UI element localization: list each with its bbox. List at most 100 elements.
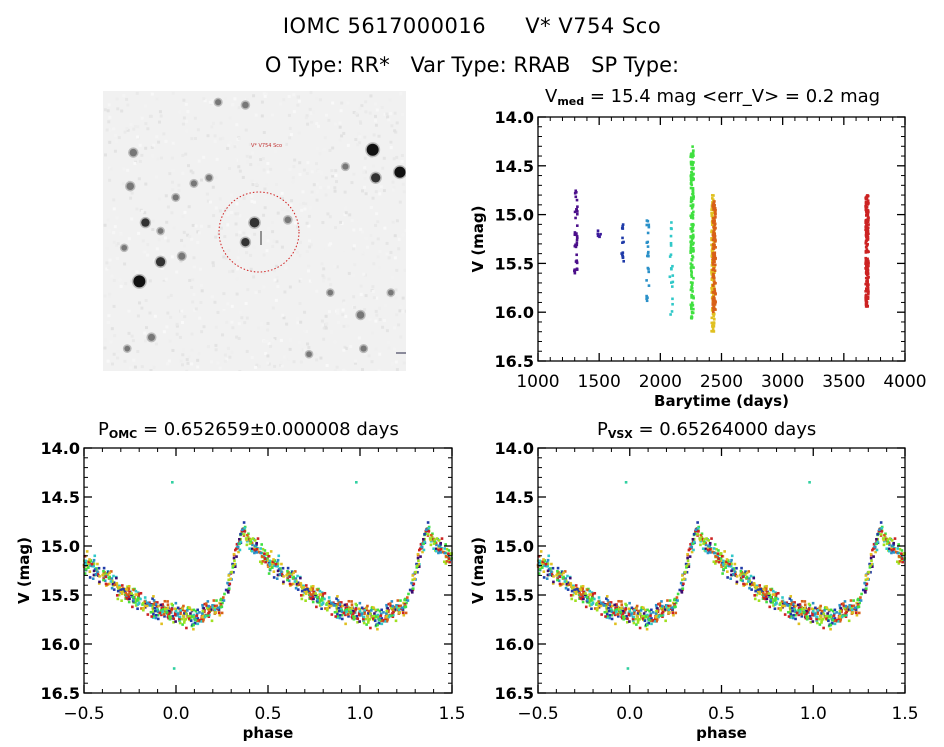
data-point — [680, 589, 683, 593]
data-point — [419, 555, 422, 558]
sky-noise — [210, 125, 214, 129]
data-point — [726, 564, 729, 567]
data-point — [690, 197, 693, 200]
sky-noise — [241, 175, 245, 179]
x-tick-label: 0.5 — [708, 704, 735, 724]
data-point — [113, 583, 117, 587]
data-point — [173, 607, 177, 611]
sky-noise — [126, 128, 130, 132]
data-point — [255, 541, 258, 545]
sky-noise — [309, 243, 313, 247]
sky-noise — [112, 352, 116, 356]
data-point — [441, 550, 445, 554]
sp-type: SP Type: — [591, 53, 680, 77]
sky-noise — [216, 361, 220, 365]
data-point — [865, 225, 869, 229]
sky-noise — [208, 200, 212, 204]
data-point — [550, 562, 553, 566]
sky-noise — [211, 261, 215, 265]
data-point — [123, 593, 127, 597]
sky-noise — [196, 358, 200, 362]
data-point — [211, 604, 214, 607]
data-point — [92, 558, 96, 562]
sky-noise — [238, 214, 242, 218]
sky-noise — [280, 207, 284, 211]
sky-noise — [298, 161, 302, 165]
sky-noise — [112, 304, 116, 308]
data-point — [286, 566, 290, 570]
sky-noise — [310, 190, 314, 194]
data-point — [367, 609, 371, 613]
sky-noise — [235, 267, 239, 271]
sky-noise — [369, 94, 373, 98]
data-point — [118, 584, 121, 588]
sky-noise — [314, 162, 318, 166]
sky-noise — [334, 173, 338, 177]
data-point — [538, 559, 542, 563]
data-point — [674, 611, 678, 615]
data-point — [608, 613, 612, 617]
data-point — [867, 264, 870, 268]
data-point — [586, 599, 589, 602]
star-core — [121, 244, 128, 251]
data-point — [416, 552, 420, 556]
data-point — [347, 605, 350, 609]
sky-noise — [108, 229, 112, 233]
sky-noise — [283, 207, 287, 211]
data-point — [96, 562, 99, 566]
data-point — [421, 550, 424, 554]
sky-noise — [385, 252, 389, 256]
data-point — [687, 565, 691, 568]
sky-noise — [218, 209, 222, 213]
sky-noise — [289, 338, 293, 342]
var-type: Var Type: RRAB — [410, 53, 571, 77]
data-point — [599, 604, 603, 608]
sky-noise — [298, 99, 302, 103]
sky-noise — [342, 299, 346, 303]
data-point — [132, 599, 135, 602]
sky-noise — [242, 196, 246, 200]
data-point — [621, 254, 625, 258]
sky-noise — [292, 93, 296, 97]
data-point — [597, 600, 600, 604]
data-point — [245, 543, 249, 547]
sky-noise — [276, 285, 280, 289]
data-point — [215, 599, 218, 602]
sky-noise — [401, 233, 405, 237]
o-type: O Type: RR* — [264, 53, 390, 77]
data-point — [334, 604, 338, 607]
sky-noise — [129, 196, 133, 200]
data-point — [689, 181, 693, 185]
data-point — [546, 569, 550, 573]
data-point — [327, 600, 331, 604]
data-point — [287, 572, 291, 576]
data-point — [166, 603, 170, 607]
data-point — [143, 596, 147, 599]
data-point — [671, 302, 674, 306]
data-point — [391, 604, 394, 608]
data-point — [864, 256, 868, 260]
sky-noise — [373, 119, 377, 123]
data-point — [171, 481, 174, 484]
x-tick-label: 3000 — [761, 372, 804, 392]
sky-noise — [182, 116, 186, 120]
data-point — [865, 248, 869, 251]
data-point — [143, 604, 147, 608]
data-point — [558, 575, 561, 579]
data-point — [320, 603, 324, 606]
data-point — [336, 595, 339, 598]
data-point — [417, 562, 421, 566]
sky-noise — [288, 347, 292, 351]
sky-noise — [136, 314, 140, 318]
data-point — [866, 212, 869, 216]
data-point — [311, 589, 314, 592]
data-point — [403, 597, 407, 601]
data-point — [646, 613, 649, 617]
data-point — [756, 588, 760, 591]
data-point — [571, 593, 575, 597]
data-point — [669, 267, 673, 270]
data-point — [714, 562, 717, 565]
data-point — [406, 596, 409, 599]
data-point — [684, 562, 688, 566]
sky-noise — [374, 190, 378, 194]
